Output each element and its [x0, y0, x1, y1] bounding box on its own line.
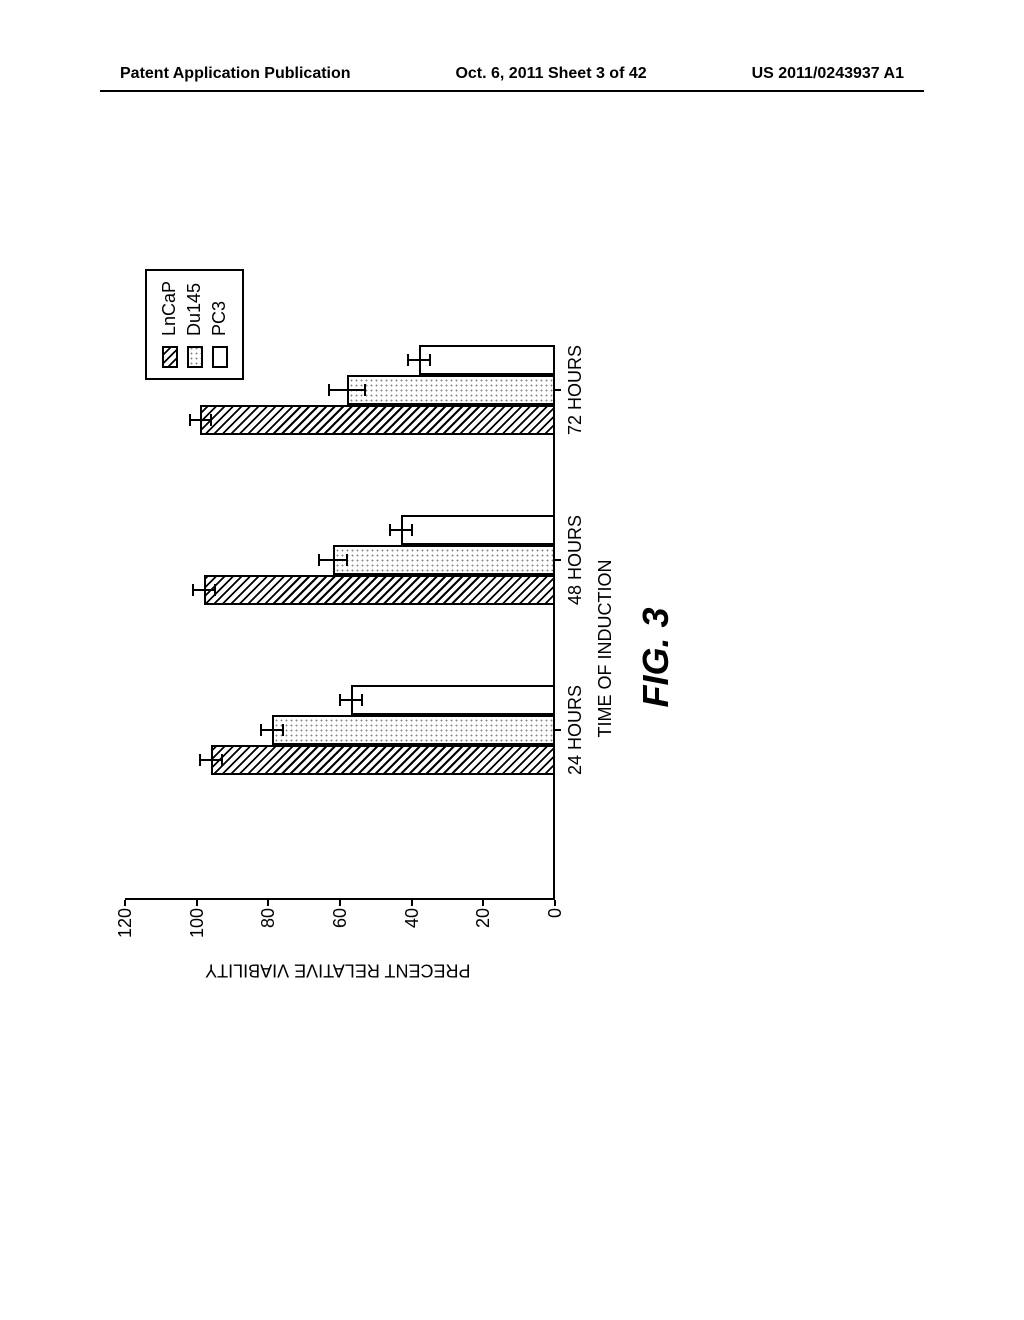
header-center: Oct. 6, 2011 Sheet 3 of 42	[455, 65, 646, 83]
chart-bar	[211, 745, 555, 775]
legend-label: LnCaP	[159, 281, 180, 336]
chart-bar	[200, 405, 555, 435]
legend-label: Du145	[184, 283, 205, 336]
chart-bar	[351, 685, 555, 715]
y-tick-label: 80	[258, 908, 279, 950]
figure-label: FIG. 3	[635, 607, 677, 707]
chart-area: 02040608010012024 HOURS48 HOURS72 HOURSP…	[85, 335, 955, 995]
y-tick-label: 0	[545, 908, 566, 950]
legend-item: Du145	[184, 281, 205, 368]
legend-swatch	[212, 346, 228, 368]
legend-swatch	[187, 346, 203, 368]
legend-swatch	[162, 346, 178, 368]
y-tick-label: 120	[115, 908, 136, 950]
y-tick-label: 100	[187, 908, 208, 950]
y-tick-label: 60	[330, 908, 351, 950]
legend: LnCaPDu145PC3	[145, 269, 244, 380]
chart-bar	[272, 715, 555, 745]
chart-bar	[333, 545, 555, 575]
y-axis-title: PRECENT RELATIVE VIABILITY	[211, 960, 471, 981]
plot-frame	[125, 395, 555, 900]
chart-bar	[401, 515, 555, 545]
x-tick-label: 24 HOURS	[565, 670, 586, 790]
chart-bar	[204, 575, 555, 605]
header-right: US 2011/0243937 A1	[752, 65, 904, 83]
header-left: Patent Application Publication	[120, 65, 351, 83]
x-tick-label: 48 HOURS	[565, 500, 586, 620]
y-tick-label: 40	[402, 908, 423, 950]
chart-bar	[347, 375, 555, 405]
y-tick-label: 20	[473, 908, 494, 950]
chart-bar	[419, 345, 555, 375]
x-tick-label: 72 HOURS	[565, 330, 586, 450]
legend-label: PC3	[209, 301, 230, 336]
header-divider	[100, 90, 924, 92]
x-axis-title: TIME OF INDUCTION	[595, 560, 616, 738]
legend-item: LnCaP	[159, 281, 180, 368]
rotated-figure: 02040608010012024 HOURS48 HOURS72 HOURSP…	[85, 335, 955, 995]
legend-item: PC3	[209, 281, 230, 368]
